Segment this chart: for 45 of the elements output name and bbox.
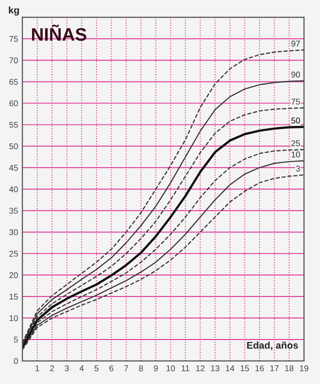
y-tick-label: 20 [9,272,18,278]
x-tick-label: 17 [270,365,279,372]
y-tick-label: 45 [9,164,18,171]
series-label: 25 [291,140,300,146]
x-tick-label: 5 [94,365,98,372]
x-tick-label: 12 [196,365,204,372]
y-tick-label: 25 [9,250,18,257]
y-axis-title: kg [8,6,19,16]
y-tick-label: 50 [9,143,18,150]
x-tick-label: 11 [182,365,190,372]
x-tick-label: 3 [64,365,69,372]
x-tick-label: 2 [50,365,54,372]
x-tick-label: 10 [166,365,175,372]
series-label: 90 [291,72,300,78]
x-tick-label: 1 [36,365,40,372]
series-label: 3 [296,166,300,172]
y-tick-label: 55 [9,122,18,128]
series-label: 10 [292,152,300,158]
x-tick-label: 14 [226,365,234,372]
y-tick-label: 40 [9,186,18,192]
x-tick-label: 16 [256,365,264,372]
x-tick-label: 4 [80,365,84,372]
series-label: 75 [291,98,300,105]
x-tick-label: 7 [124,365,128,372]
y-tick-label: 5 [14,336,18,343]
y-tick-label: 30 [9,229,18,236]
y-tick-label: 35 [9,208,18,214]
y-tick-label: 65 [9,78,18,85]
x-tick-label: 13 [211,365,220,372]
y-tick-label: 70 [9,57,18,64]
series-label: 97 [291,40,300,47]
x-tick-label: 15 [240,365,249,372]
series-label: 50 [291,118,300,124]
x-tick-label: 19 [300,365,308,372]
x-tick-label: 8 [139,365,143,372]
chart-title: NIÑAS [32,24,86,41]
y-tick-label: 0 [14,358,18,364]
y-tick-label: 10 [10,315,18,322]
y-tick-label: 60 [9,100,18,106]
x-tick-label: 6 [109,365,114,372]
x-axis-title: Edad, años [247,342,298,350]
y-tick-label: 15 [10,294,18,300]
x-tick-label: 9 [154,365,158,372]
y-tick-label: 75 [9,36,18,42]
x-tick-label: 18 [285,365,294,372]
